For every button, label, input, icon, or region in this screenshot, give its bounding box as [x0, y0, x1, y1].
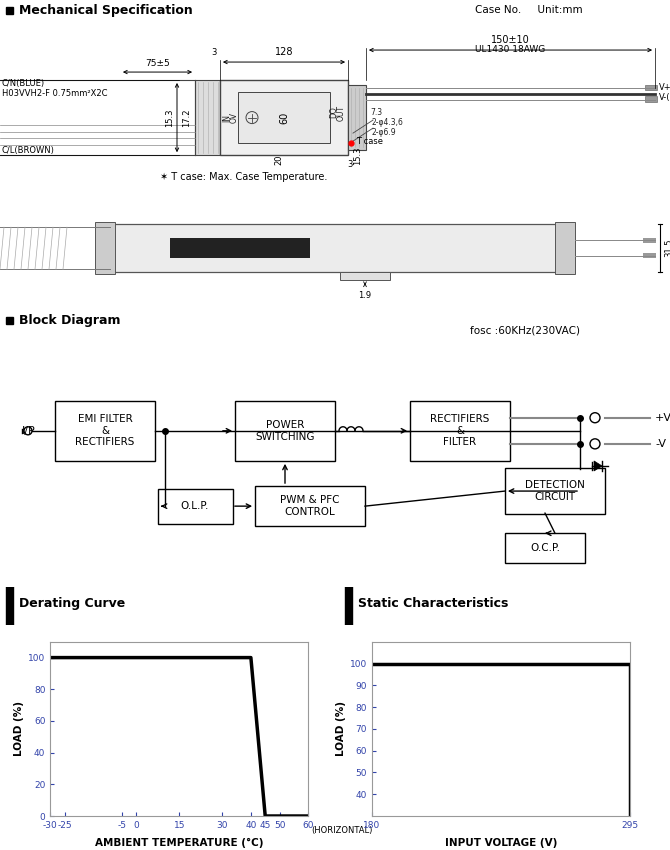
Text: Mechanical Specification: Mechanical Specification	[19, 3, 193, 16]
Text: 75±5: 75±5	[145, 59, 170, 68]
Text: OV: OV	[230, 112, 239, 123]
Text: O.C.P.: O.C.P.	[530, 543, 560, 553]
Bar	[255, 486, 365, 526]
Bar	[505, 533, 585, 564]
Text: OUT: OUT	[336, 105, 346, 121]
Bar	[5, 7, 13, 14]
Bar	[5, 317, 13, 324]
Text: 2-φ6.9: 2-φ6.9	[372, 128, 397, 137]
Text: I/P: I/P	[22, 426, 36, 436]
Bar	[410, 400, 510, 461]
Bar	[195, 80, 220, 156]
Bar	[645, 96, 657, 102]
Text: 128: 128	[275, 47, 293, 57]
Text: RECTIFIERS
&
FILTER: RECTIFIERS & FILTER	[430, 414, 490, 447]
Text: V+(RED): V+(RED)	[659, 82, 670, 92]
Text: fosc :60KHz(230VAC): fosc :60KHz(230VAC)	[470, 326, 580, 336]
Bar	[643, 238, 656, 243]
Text: Case No.     Unit:mm: Case No. Unit:mm	[475, 5, 583, 15]
Text: 15.3: 15.3	[354, 147, 362, 165]
Bar	[505, 468, 605, 513]
Bar	[645, 85, 657, 90]
Bar	[555, 222, 575, 275]
Text: O.L.P.: O.L.P.	[181, 502, 209, 511]
Bar	[235, 400, 335, 461]
Bar	[55, 400, 155, 461]
Text: PWM & PFC
CONTROL: PWM & PFC CONTROL	[280, 496, 340, 517]
Bar	[348, 85, 366, 150]
Text: 2-φ4.3,6: 2-φ4.3,6	[372, 118, 404, 127]
Text: -V: -V	[655, 439, 666, 449]
Text: 31.5: 31.5	[664, 239, 670, 258]
Bar	[170, 238, 310, 258]
Bar	[5, 470, 13, 738]
Text: V-(BLACK): V-(BLACK)	[659, 93, 670, 102]
Text: 17.2: 17.2	[182, 108, 192, 127]
Text: DO: DO	[330, 107, 338, 118]
Text: Block Diagram: Block Diagram	[19, 314, 121, 326]
X-axis label: INPUT VOLTAGE (V): INPUT VOLTAGE (V)	[445, 838, 557, 848]
Text: Static Characteristics: Static Characteristics	[358, 598, 509, 610]
Text: +V: +V	[655, 413, 670, 422]
Text: 1.9: 1.9	[358, 292, 372, 300]
Text: EMI FILTER
&
RECTIFIERS: EMI FILTER & RECTIFIERS	[75, 414, 135, 447]
Text: DETECTION
CIRCUIT: DETECTION CIRCUIT	[525, 480, 585, 501]
Bar	[157, 489, 232, 524]
Bar	[95, 222, 115, 275]
Text: 3: 3	[212, 48, 217, 57]
Text: 150±10: 150±10	[491, 35, 530, 45]
Text: C/L(BROWN): C/L(BROWN)	[2, 145, 55, 155]
Y-axis label: LOAD (%): LOAD (%)	[14, 701, 24, 756]
Text: IN: IN	[222, 114, 232, 122]
Text: (HORIZONTAL): (HORIZONTAL)	[311, 826, 372, 836]
Text: H03VVH2-F 0.75mm²X2C: H03VVH2-F 0.75mm²X2C	[2, 88, 107, 98]
Polygon shape	[594, 461, 602, 471]
Text: T case: T case	[356, 137, 383, 145]
Text: 7.3: 7.3	[370, 108, 382, 117]
Text: 3: 3	[347, 160, 352, 169]
Bar	[220, 80, 348, 156]
Text: Derating Curve: Derating Curve	[19, 598, 125, 610]
Text: UL1430 18AWG: UL1430 18AWG	[476, 45, 545, 54]
Text: POWER
SWITCHING: POWER SWITCHING	[255, 420, 315, 442]
Bar	[344, 470, 352, 738]
Bar	[643, 253, 656, 258]
Y-axis label: LOAD (%): LOAD (%)	[336, 701, 346, 756]
Text: 15.3: 15.3	[165, 108, 174, 127]
Text: ✶ T case: Max. Case Temperature.: ✶ T case: Max. Case Temperature.	[160, 173, 328, 182]
Bar	[110, 224, 560, 272]
Bar	[340, 272, 390, 280]
X-axis label: AMBIENT TEMPERATURE (°C): AMBIENT TEMPERATURE (°C)	[95, 838, 263, 848]
Text: C/N(BLUE): C/N(BLUE)	[2, 78, 45, 88]
Text: 20: 20	[275, 155, 283, 165]
Bar	[238, 92, 330, 143]
Text: 60: 60	[279, 111, 289, 124]
